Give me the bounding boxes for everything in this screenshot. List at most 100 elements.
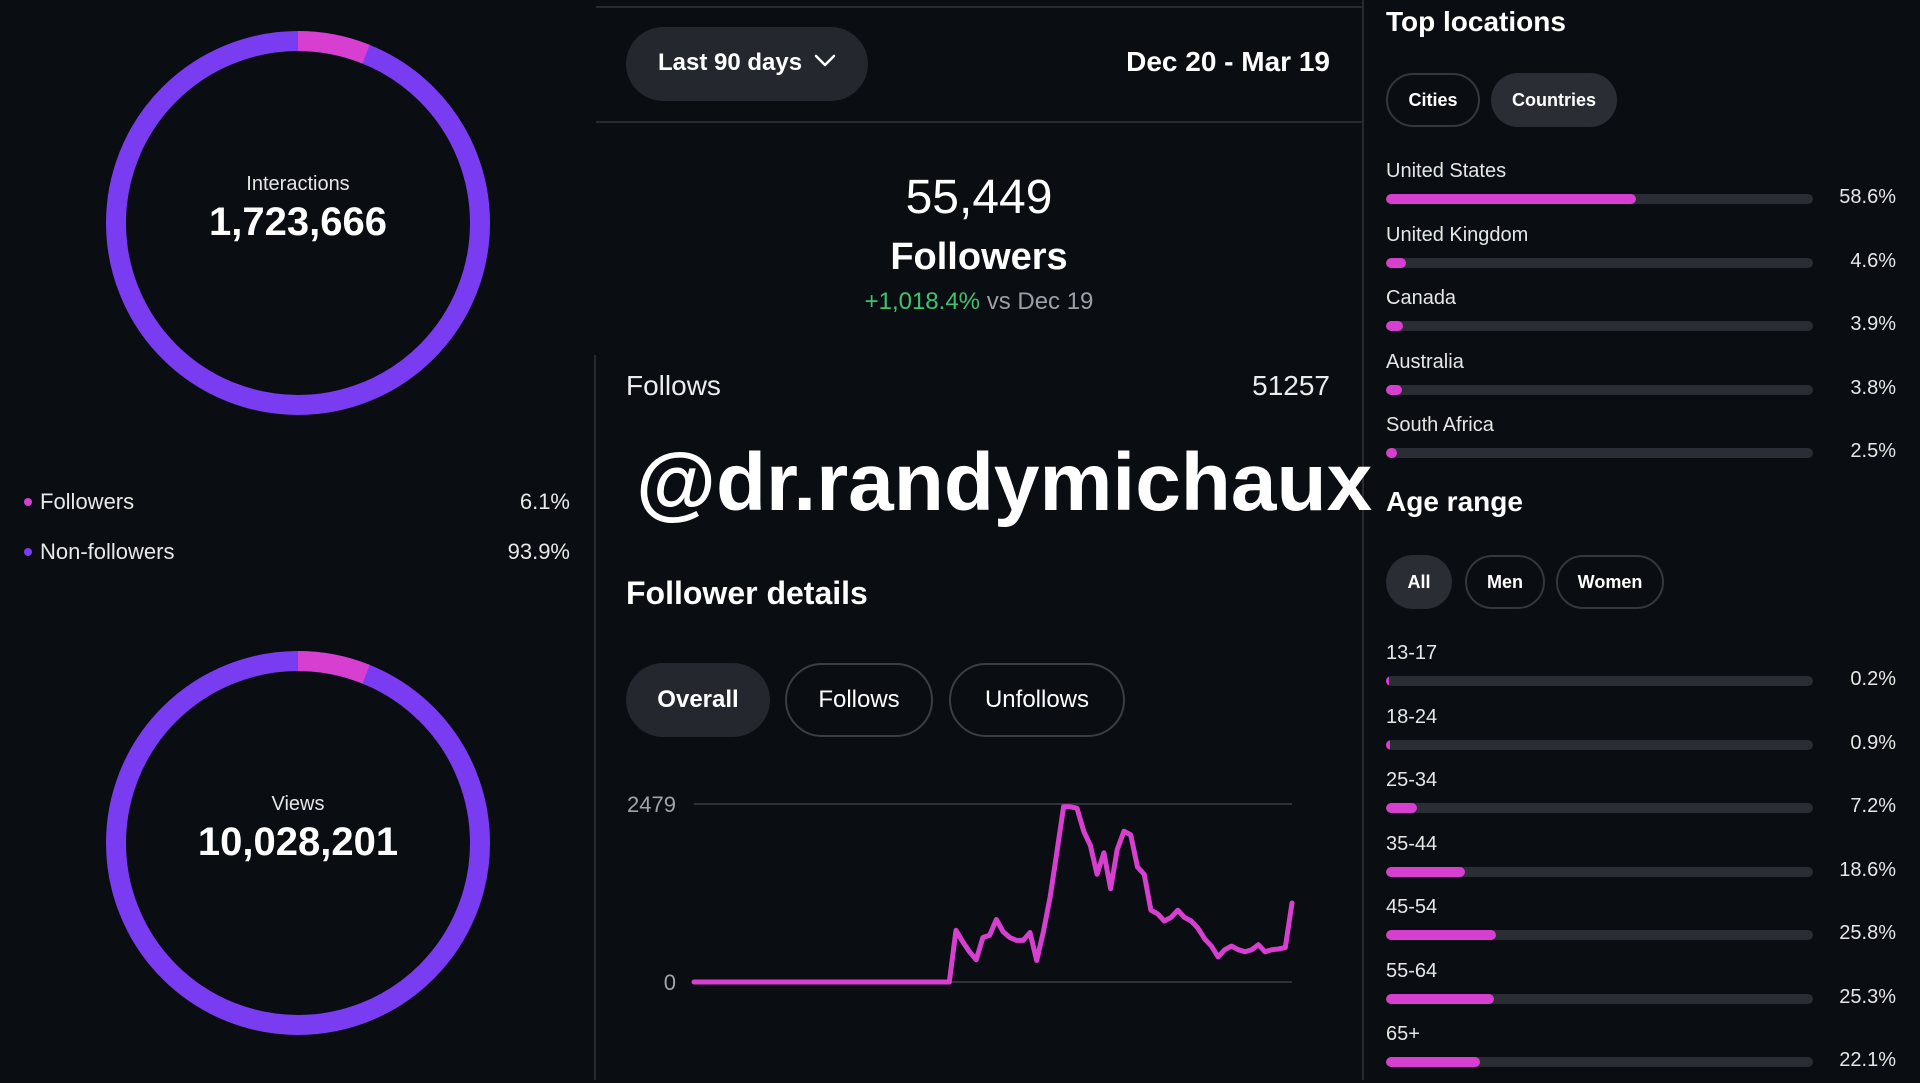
views-donut-chart [106,651,490,1035]
change-percent: +1,018.4% [864,288,981,315]
location-row: Canada 3.9% [1386,287,1896,347]
tab-all[interactable]: All [1386,555,1452,609]
location-percent: 4.6% [1850,249,1896,272]
location-bar-track [1386,194,1813,204]
tab-label: Countries [1511,89,1596,110]
followers-change: +1,018.4% vs Dec 19 [596,288,1362,316]
right-column-divider [1362,0,1364,1080]
age-bar-fill [1386,803,1417,813]
location-percent: 2.5% [1850,440,1896,462]
followers-count: 55,449 [905,171,1053,224]
age-bar-fill [1386,993,1495,1004]
y-tick-label-max: 2479 [627,792,676,817]
views-ring-followers [106,651,490,1035]
location-bar-fill [1386,448,1397,458]
legend-row-nonfollowers: Non-followers 93.9% [24,537,570,567]
views-value: 10,028,201 [197,820,399,864]
age-bar-fill [1386,1057,1481,1067]
location-bar-track [1386,384,1813,395]
date-range-text: Dec 20 - Mar 19 [1126,46,1330,77]
age-bar-track [1386,1057,1813,1067]
location-label: South Africa [1386,414,1494,436]
location-label: United States [1386,160,1507,182]
age-bar-fill [1386,866,1466,877]
location-bar-track [1386,321,1813,331]
location-bar-track [1386,448,1813,458]
age-bar-fill [1386,676,1389,686]
tab-label: Overall [657,686,739,713]
location-row: United Kingdom 4.6% [1386,224,1896,284]
follower-line-chart: 2479 0 [627,792,1295,995]
views-label: Views [271,793,325,815]
date-range-dropdown[interactable]: Last 90 days [626,27,868,101]
location-bar-fill [1386,257,1406,268]
age-label: 18-24 [1386,705,1438,728]
overlay-handle-text: @dr.randymichaux [636,437,1373,528]
location-bar-fill [1386,384,1403,395]
age-percent: 18.6% [1839,858,1896,881]
tab-follows[interactable]: Follows [785,663,933,737]
follower-series-line [691,804,1295,985]
location-row: Australia 3.8% [1386,351,1896,411]
age-bar-fill [1386,930,1497,940]
age-row: 35-44 18.6% [1386,833,1896,893]
location-bar-fill [1386,321,1403,331]
tab-men[interactable]: Men [1465,555,1545,609]
age-bar-track [1386,993,1813,1004]
age-bar-track [1386,930,1813,940]
follows-value: 51257 [1252,370,1330,401]
age-bar-track [1386,676,1813,686]
age-row: 18-24 0.9% [1386,706,1896,766]
age-label: 55-64 [1386,959,1438,982]
y-tick-label-min: 0 [664,970,676,995]
tab-women[interactable]: Women [1556,555,1664,609]
nonfollowers-dot-icon [24,548,32,556]
location-bar-track [1386,257,1813,268]
top-locations-title: Top locations [1386,6,1566,37]
tab-overall[interactable]: Overall [626,663,770,737]
legend-row-followers: Followers 6.1% [24,487,570,517]
age-percent: 25.3% [1839,985,1896,1008]
date-range-dropdown-label: Last 90 days [658,49,803,76]
location-label: Australia [1386,350,1464,373]
tab-unfollows[interactable]: Unfollows [949,663,1125,737]
legend-value: 6.1% [519,489,570,514]
age-row: 55-64 25.3% [1386,960,1896,1020]
age-bar-track [1386,866,1813,877]
age-bar-track [1386,739,1813,750]
tab-label: Cities [1408,89,1458,110]
tab-countries[interactable]: Countries [1491,73,1617,127]
age-label: 45-54 [1386,896,1438,918]
interactions-ring-followers [106,31,490,415]
follower-details-title: Follower details [626,575,868,611]
age-label: 13-17 [1386,642,1438,664]
tab-cities[interactable]: Cities [1386,73,1480,127]
location-row: United States 58.6% [1386,160,1896,220]
tab-label: All [1407,571,1431,592]
chevron-down-icon [814,54,836,67]
legend-label: Non-followers [40,539,175,564]
legend-value: 93.9% [507,539,570,564]
location-percent: 3.9% [1850,313,1896,335]
left-column-divider [594,355,596,1080]
interactions-label: Interactions [246,173,350,195]
followers-title: Followers [890,236,1068,278]
age-percent: 0.9% [1850,731,1896,754]
location-percent: 58.6% [1839,186,1896,208]
age-row: 45-54 25.8% [1386,896,1896,956]
age-label: 65+ [1386,1023,1420,1045]
change-comparison: vs Dec 19 [986,288,1094,315]
location-label: Canada [1386,287,1457,309]
age-percent: 22.1% [1839,1049,1896,1071]
age-range-title: Age range [1386,486,1523,517]
header-bottom-divider [596,121,1362,123]
interactions-donut-chart [106,31,490,415]
tab-label: Unfollows [984,686,1090,713]
age-row: 25-34 7.2% [1386,769,1896,829]
legend-label: Followers [40,489,135,514]
tab-label: Men [1487,571,1523,592]
age-bar-fill [1386,739,1390,750]
age-label: 35-44 [1386,832,1438,855]
age-row: 13-17 0.2% [1386,642,1896,702]
age-row: 65+ 22.1% [1386,1023,1896,1083]
